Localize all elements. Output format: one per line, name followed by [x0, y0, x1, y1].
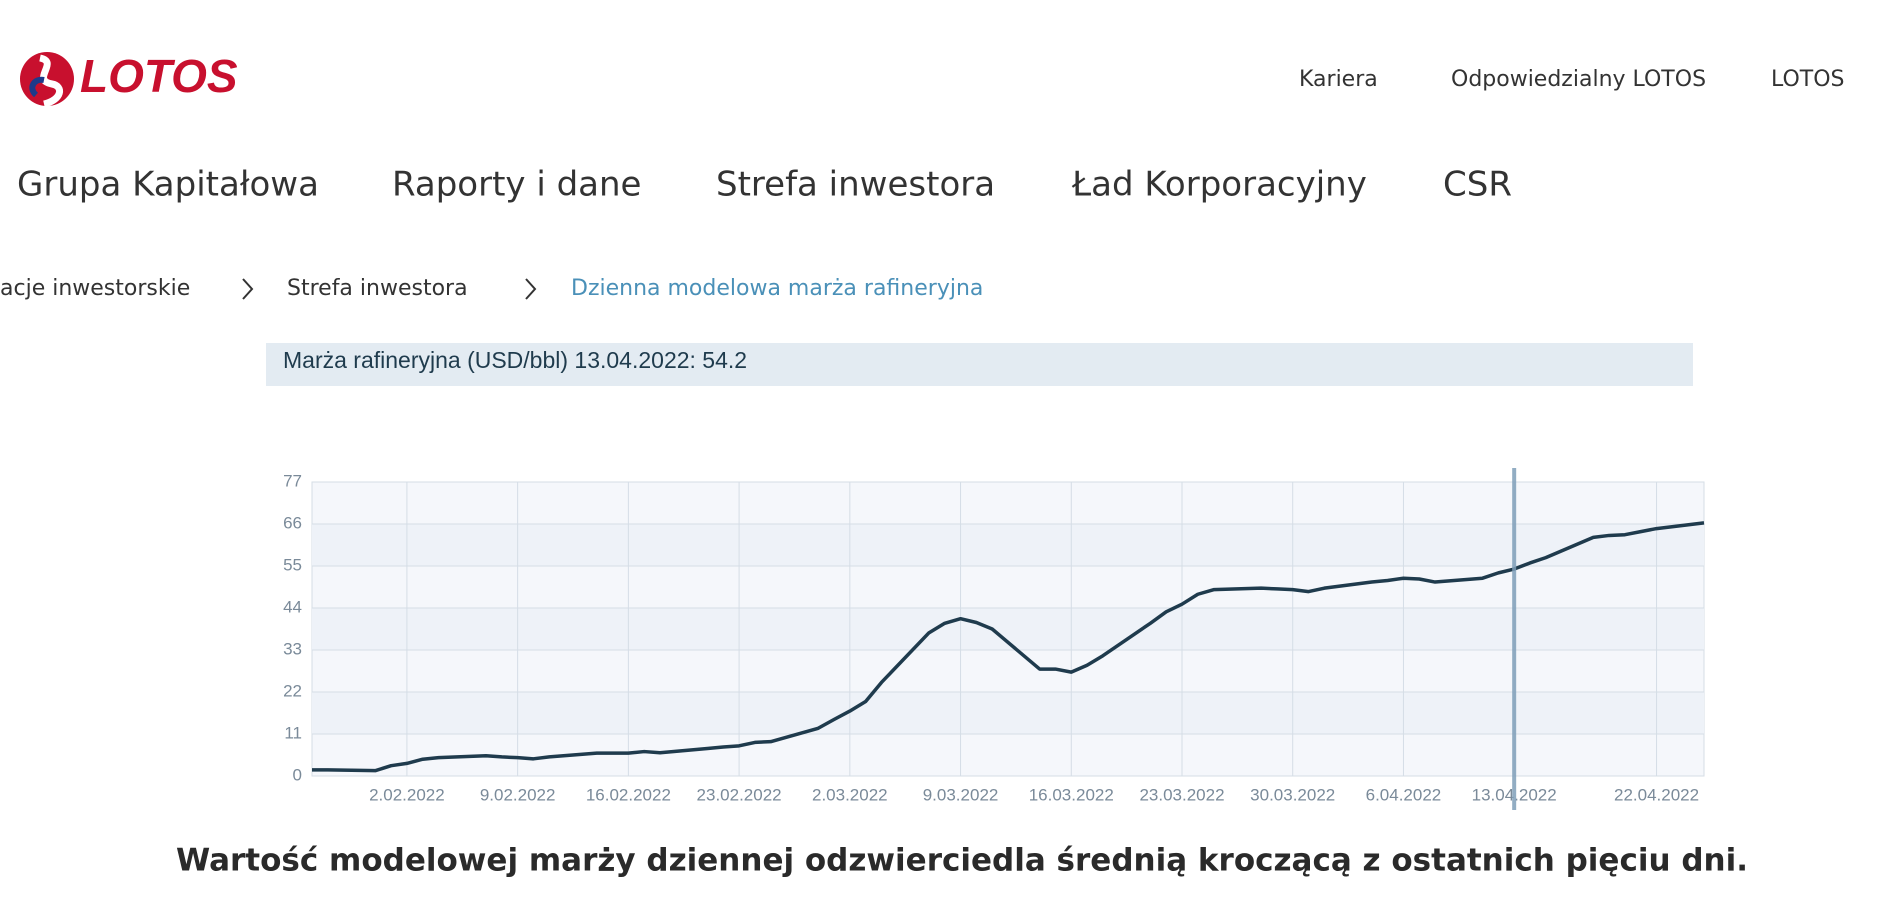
main-nav-link[interactable]: Ład Korporacyjny	[1071, 165, 1367, 205]
main-nav-link[interactable]: CSR	[1443, 165, 1512, 205]
logo-text: LOTOS	[80, 50, 238, 102]
x-tick-label: 16.03.2022	[1029, 785, 1114, 804]
breadcrumb-link[interactable]: Strefa inwestora	[287, 276, 468, 301]
x-tick-label: 30.03.2022	[1250, 785, 1335, 804]
x-tick-label: 6.04.2022	[1366, 785, 1442, 804]
breadcrumb-link[interactable]: acje inwestorskie	[0, 276, 190, 301]
main-nav-link[interactable]: Grupa Kapitałowa	[17, 165, 319, 205]
x-tick-label: 2.02.2022	[369, 785, 445, 804]
main-nav-link[interactable]: Raporty i dane	[392, 165, 641, 205]
x-tick-label: 9.03.2022	[923, 785, 999, 804]
y-tick-label: 11	[284, 723, 302, 742]
breadcrumb-chevron	[242, 278, 254, 300]
cursor-line	[1512, 468, 1517, 810]
y-tick-label: 66	[283, 513, 302, 532]
data-line	[312, 521, 1705, 773]
x-tick-label: 9.02.2022	[480, 785, 556, 804]
top-nav-link[interactable]: Odpowiedzialny LOTOS	[1451, 67, 1706, 92]
tooltip-box	[266, 343, 1693, 386]
y-tick-label: 22	[283, 681, 302, 700]
tooltip-text: Marża rafineryjna (USD/bbl) 13.04.2022: …	[283, 347, 747, 373]
chart-note: Wartość modelowej marży dziennej odzwier…	[176, 843, 1748, 879]
top-nav-link[interactable]: LOTOS	[1771, 67, 1845, 92]
y-tick-label: 0	[293, 765, 302, 784]
logo-swirl-blue	[29, 76, 45, 98]
y-tick-label: 77	[283, 471, 302, 490]
x-tick-label: 23.03.2022	[1139, 785, 1224, 804]
x-tick-label: 2.03.2022	[812, 785, 888, 804]
x-tick-label: 16.02.2022	[586, 785, 671, 804]
y-tick-label: 44	[283, 597, 302, 616]
top-nav-link[interactable]: Kariera	[1299, 67, 1378, 92]
x-tick-label: 22.04.2022	[1614, 785, 1699, 804]
main-nav-link[interactable]: Strefa inwestora	[716, 165, 995, 205]
y-tick-label: 55	[283, 555, 302, 574]
chart: 0 11 22 33 44 55 66 77 2.02.2022 9.02.2022 16.02.2…	[283, 468, 1705, 810]
breadcrumb-chevron	[525, 278, 537, 300]
logo-swirl	[38, 54, 63, 108]
y-tick-label: 33	[283, 639, 302, 658]
x-tick-label: 23.02.2022	[697, 785, 782, 804]
breadcrumb-current: Dzienna modelowa marża rafineryjna	[571, 276, 983, 301]
logo[interactable]: LOTOS	[20, 50, 238, 108]
grid-band	[312, 692, 1704, 734]
grid-band	[312, 524, 1704, 566]
